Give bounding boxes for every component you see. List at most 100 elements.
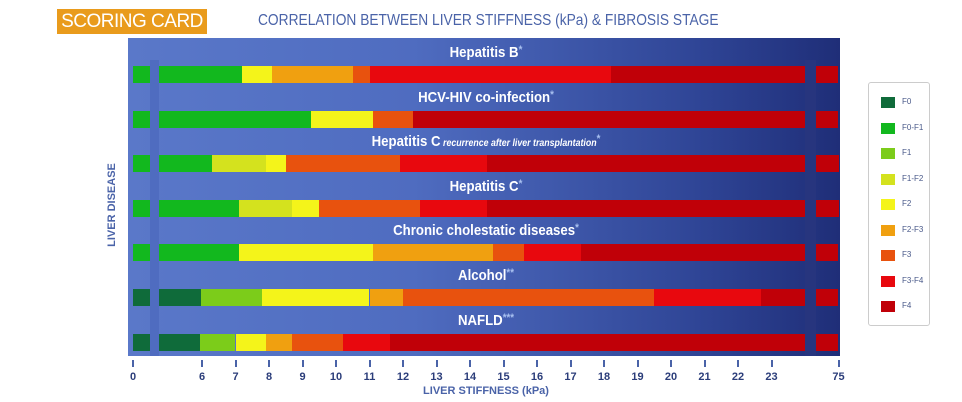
legend: F0 F0-F1 F1 F1-F2 F2 F2-F3 F3 F3-F4 F4	[868, 82, 930, 326]
x-tick	[502, 360, 505, 367]
row-label-asterisks: *	[596, 133, 601, 146]
x-tick-label: 18	[597, 371, 611, 383]
bar-segment-f3	[372, 110, 414, 128]
row-label-name: Hepatitis C	[371, 133, 441, 151]
x-tick	[737, 360, 739, 367]
x-tick	[837, 360, 840, 367]
row-label: Hepatitis C*	[450, 178, 523, 195]
legend-label: F2	[902, 199, 912, 208]
legend-swatch	[881, 173, 895, 185]
bar-segment-f4	[761, 289, 839, 306]
bar-segment-f3-f4	[654, 289, 762, 306]
legend-swatch	[881, 148, 895, 159]
legend-swatch	[881, 199, 895, 210]
bar-segment-f1	[200, 333, 236, 351]
x-axis-label: LIVER STIFFNESS (kPa)	[423, 385, 549, 397]
row-label-name: HCV-HIV co-infection	[418, 88, 551, 106]
bar-segment-f4	[610, 66, 839, 83]
x-tick	[435, 360, 438, 367]
bar-segment-f0	[133, 333, 201, 351]
x-tick	[335, 360, 337, 367]
row-label: Hepatitis B*	[450, 44, 523, 61]
x-tick	[301, 360, 304, 367]
bar-segment-f1-f2	[238, 199, 293, 217]
x-tick-label: 22	[731, 371, 745, 383]
axis-break	[150, 60, 159, 356]
x-tick-label: 8	[265, 371, 273, 383]
row-label-name: NAFLD	[457, 311, 503, 329]
row-label-asterisks: *	[518, 44, 523, 56]
x-tick	[132, 360, 134, 367]
x-tick	[268, 360, 270, 367]
bar-segment-f4	[486, 199, 839, 217]
bar-segment-f2	[242, 66, 273, 83]
legend-label: F3	[902, 250, 912, 259]
bar-segment-f4	[389, 333, 839, 351]
bar-segment-f2-f3	[272, 66, 353, 83]
bar-segment-f2-f3	[372, 244, 494, 262]
bar-segment-f4	[413, 110, 839, 128]
x-tick	[703, 360, 706, 367]
scoring-card-badge: SCORING CARD	[57, 9, 207, 34]
bar-segment-f2-f3	[265, 333, 293, 351]
row-label: Hepatitis C recurrence after liver trans…	[372, 133, 601, 150]
x-tick-label: 10	[329, 371, 343, 383]
legend-label: F0	[902, 97, 912, 106]
x-tick	[234, 360, 237, 367]
bar-segment-f3	[403, 289, 655, 306]
x-tick-label: 14	[463, 371, 477, 383]
row-label-name: Chronic cholestatic diseases	[393, 222, 576, 240]
x-tick-label: 17	[564, 371, 577, 383]
bar-segment-f2	[310, 110, 373, 128]
bar-segment-f2	[265, 155, 286, 173]
x-tick-label: 13	[430, 371, 443, 383]
x-tick-label: 75	[832, 371, 845, 383]
legend-label: F4	[902, 301, 912, 310]
bar-segment-f2	[262, 289, 370, 306]
x-tick-label: 7	[232, 371, 239, 383]
x-tick	[368, 360, 371, 367]
bar-segment-f2-f3	[369, 289, 403, 306]
legend-label: F1	[902, 148, 912, 157]
x-tick-label: 6	[198, 371, 206, 383]
bar-segment-f3	[292, 333, 343, 351]
legend-swatch	[881, 122, 895, 134]
row-label-name: Alcohol	[458, 267, 507, 284]
row-label-name: Hepatitis B	[449, 44, 519, 61]
legend-label: F1-F2	[902, 173, 924, 183]
legend-swatch	[881, 301, 895, 312]
bar-segment-f0-f1	[133, 244, 239, 262]
bar-segment-f3	[319, 199, 420, 217]
x-tick-label: 11	[363, 371, 376, 383]
bar-segment-f2	[292, 199, 320, 217]
row-label-name: Hepatitis C	[449, 177, 519, 195]
bar-segment-f3-f4	[419, 199, 487, 217]
row-label-asterisks: **	[506, 267, 514, 279]
x-tick	[201, 360, 203, 367]
x-tick-label: 12	[396, 371, 410, 383]
row-label-asterisks: *	[518, 177, 523, 190]
row-label-note: recurrence after liver transplantation	[440, 138, 597, 150]
plot-area	[128, 38, 840, 356]
x-tick	[603, 360, 605, 367]
bar-segment-f0-f1	[133, 155, 213, 173]
bar-segment-f3	[352, 66, 370, 83]
chart-title: CORRELATION BETWEEN LIVER STIFFNESS (kPa…	[258, 12, 719, 29]
x-tick	[469, 360, 471, 367]
bar-segment-f3-f4	[342, 333, 390, 351]
bar-segment-f0-f1	[133, 110, 311, 128]
y-axis-label: LIVER DISEASE	[106, 163, 118, 247]
x-tick	[670, 360, 672, 367]
bar-segment-f4	[580, 244, 839, 262]
x-tick-label: 9	[299, 371, 306, 383]
bar-segment-f2	[235, 333, 266, 351]
x-tick-label: 15	[497, 371, 510, 383]
x-tick-label: 23	[765, 371, 778, 383]
row-label: HCV-HIV co-infection*	[418, 89, 554, 106]
legend-swatch	[881, 224, 895, 236]
x-tick-label: 20	[664, 371, 678, 383]
x-tick-label: 0	[129, 371, 137, 383]
x-tick	[770, 360, 773, 367]
bar-segment-f3	[493, 244, 524, 262]
row-label-asterisks: *	[550, 88, 554, 101]
